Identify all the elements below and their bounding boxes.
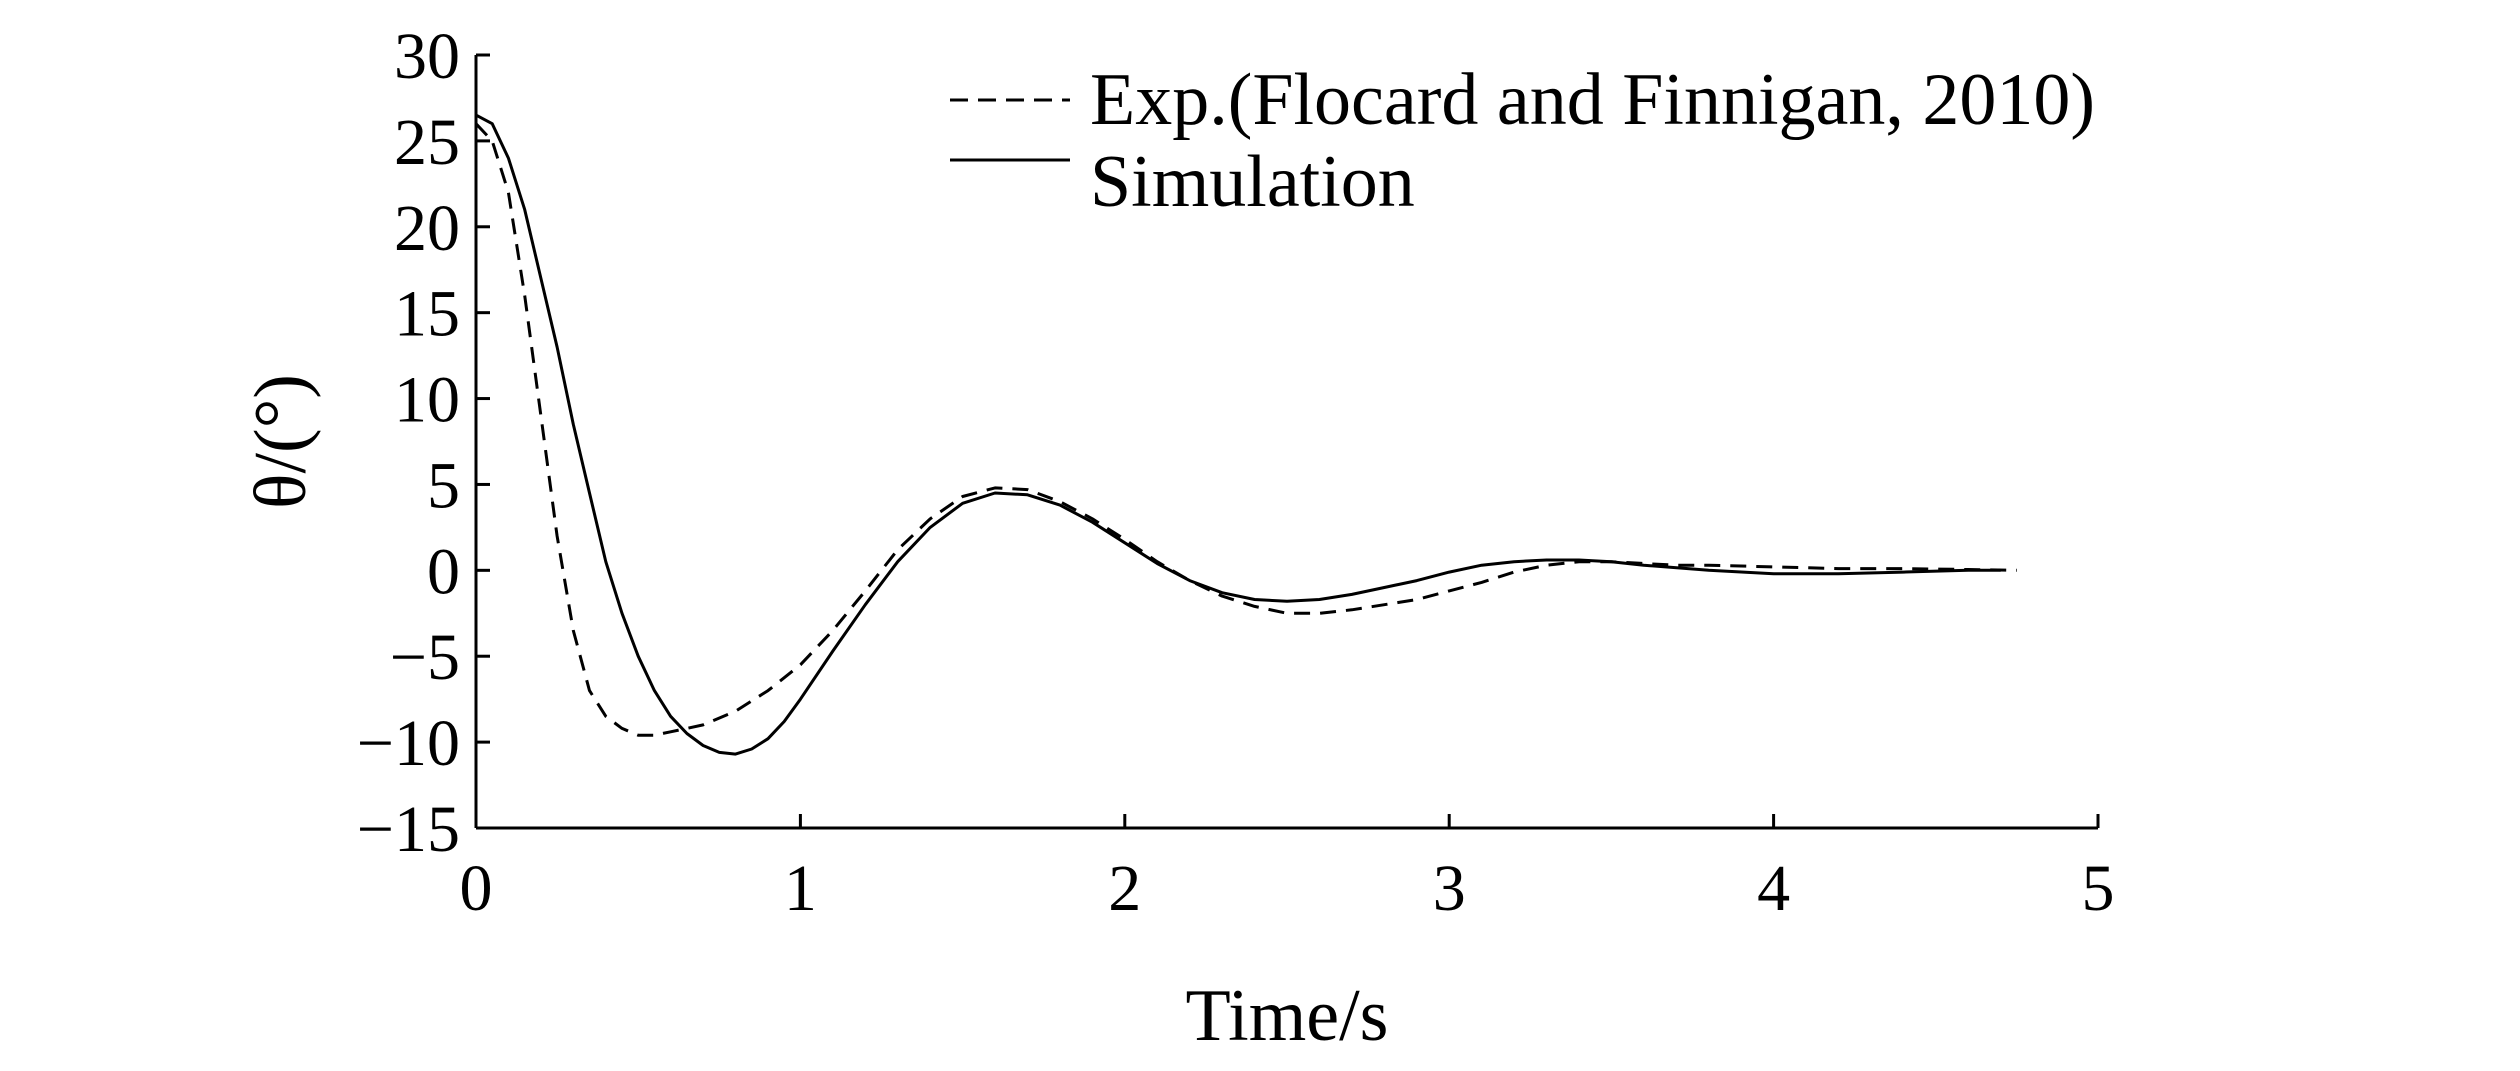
legend: Exp.(Flocard and Finnigan, 2010) Simulat… <box>950 59 2095 223</box>
y-tick-label-0: −15 <box>357 793 460 866</box>
y-ticks: −15 −10 −5 0 5 10 15 20 25 30 <box>357 20 490 866</box>
y-tick-label-4: 5 <box>427 449 460 522</box>
x-axis-title: Time/s <box>1186 975 1389 1057</box>
x-tick-label-2: 2 <box>1108 852 1141 925</box>
y-axis-title: θ/(°) <box>240 374 322 509</box>
y-tick-label-9: 30 <box>394 20 460 93</box>
y-tick-label-1: −10 <box>357 707 460 780</box>
y-tick-label-5: 10 <box>394 364 460 437</box>
x-ticks: 0 1 2 3 4 5 <box>460 814 2115 925</box>
x-tick-label-0: 0 <box>460 852 493 925</box>
y-tick-label-2: −5 <box>390 621 460 694</box>
x-tick-label-5: 5 <box>2082 852 2115 925</box>
y-tick-label-7: 20 <box>394 192 460 265</box>
series-line-simulation <box>475 113 2001 756</box>
x-tick-label-4: 4 <box>1757 852 1790 925</box>
y-tick-label-3: 0 <box>427 535 460 608</box>
x-tick-label-1: 1 <box>784 852 817 925</box>
legend-label-simulation: Simulation <box>1090 141 1415 223</box>
legend-label-exp: Exp.(Flocard and Finnigan, 2010) <box>1090 59 2095 141</box>
y-tick-label-6: 15 <box>394 278 460 351</box>
series-layer <box>474 113 2017 756</box>
y-tick-label-8: 25 <box>394 106 460 179</box>
axes <box>474 55 2098 830</box>
x-tick-label-3: 3 <box>1433 852 1466 925</box>
